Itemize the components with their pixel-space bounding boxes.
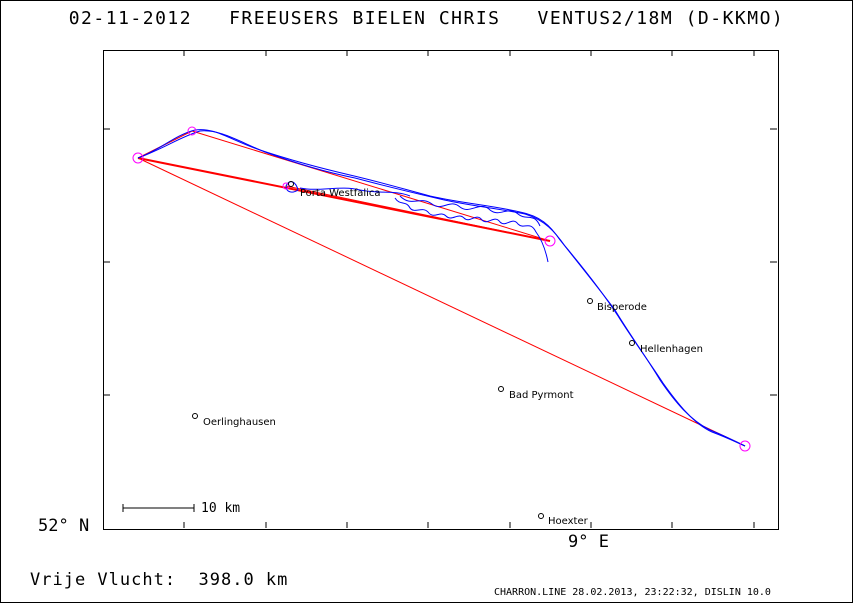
credits: CHARRON.LINE 28.02.2013, 23:22:32, DISLI…	[494, 587, 771, 598]
place-label: Hellenhagen	[640, 344, 703, 355]
place-label: Oerlinghausen	[203, 417, 276, 428]
place-label: Hoexter	[548, 516, 589, 527]
flight-distance: Vrije Vlucht: 398.0 km	[30, 570, 289, 590]
place-marker	[498, 386, 504, 392]
scale-bar	[122, 504, 195, 512]
place-marker	[629, 340, 635, 346]
place-label: Porta Westfalica	[300, 188, 381, 199]
place-label: Bisperode	[597, 302, 647, 313]
place-marker	[288, 181, 294, 187]
task-lines	[137, 130, 746, 447]
flight-title: 02-11-2012 FREEUSERS BIELEN CHRIS VENTUS…	[68, 8, 785, 29]
latitude-label: 52° N	[38, 516, 90, 536]
place-marker	[538, 513, 544, 519]
flight-track	[137, 129, 746, 447]
scale-label: 10 km	[201, 501, 241, 516]
place-markers: Porta Westfalica Bisperode Hellenhagen B…	[192, 181, 703, 527]
place-label: Bad Pyrmont	[509, 390, 574, 401]
place-marker	[192, 413, 198, 419]
longitude-label: 9° E	[568, 532, 609, 552]
map-plot-area	[103, 50, 779, 530]
place-marker	[587, 298, 593, 304]
axis-ticks	[103, 50, 777, 528]
